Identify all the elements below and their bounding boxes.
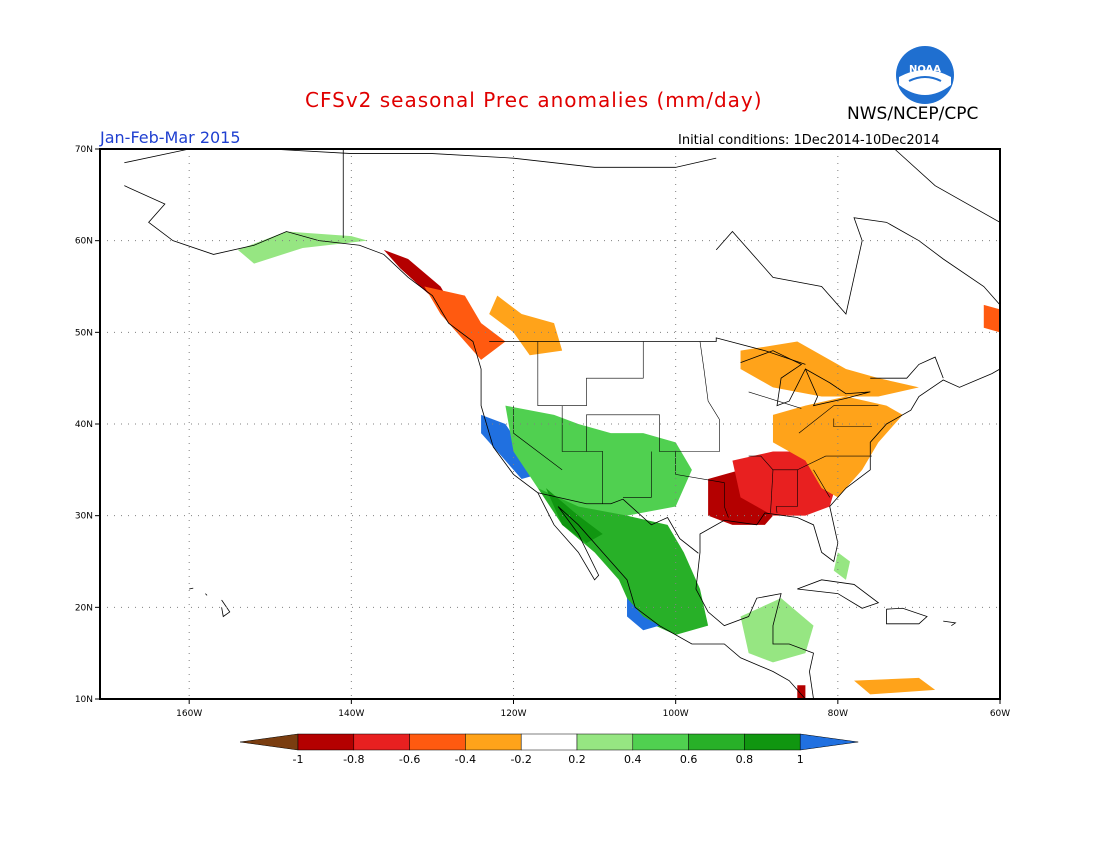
- colorbar-label: 0.4: [624, 753, 642, 766]
- lat-label: 30N: [75, 512, 93, 522]
- coastline-11: [943, 620, 957, 626]
- coastline-4: [740, 350, 871, 407]
- colorbar: -1 -0.8 -0.6 -0.4 -0.2 0.2 0.4 0.6 0.8 1: [239, 733, 859, 766]
- org-label: NWS/NCEP/CPC: [847, 104, 979, 124]
- lon-label: 160W: [176, 709, 202, 719]
- colorbar-label: -0.2: [510, 753, 531, 766]
- colorbar-label: 0.2: [568, 753, 586, 766]
- anomaly-shading: [237, 231, 1000, 699]
- coastline-0: [124, 185, 806, 700]
- state-border-12: [833, 418, 872, 428]
- lat-label: 20N: [75, 603, 93, 613]
- coastline-1: [695, 368, 1001, 700]
- lon-label: 140W: [338, 709, 364, 719]
- chart-title: CFSv2 seasonal Prec anomalies (mm/day): [305, 88, 763, 112]
- colorbar-label: 1: [797, 753, 804, 766]
- lat-label: 70N: [75, 145, 93, 155]
- lat-lon-grid: [100, 149, 1000, 699]
- state-border-8: [775, 469, 798, 513]
- anomaly-pnw-dry: [489, 295, 563, 356]
- anomaly-mexico-pacific-wet: [627, 598, 660, 631]
- colorbar-segment: [353, 733, 410, 751]
- colorbar-min-arrow: [239, 733, 299, 751]
- state-border-7: [770, 469, 774, 513]
- colorbar-label: 0.6: [680, 753, 698, 766]
- coastline-9: [797, 579, 880, 609]
- state-border-6: [748, 455, 872, 471]
- anomaly-sonora-wet: [545, 488, 603, 544]
- anomaly-bc-dry: [424, 286, 506, 360]
- coastline-14: [221, 599, 231, 618]
- axis-ticks: 70N 60N 50N 40N 30N 20N 10N 160W 140W 120W 100W 80W…: [75, 145, 1010, 719]
- colorbar-segment: [465, 733, 522, 751]
- colorbar-label: -0.6: [399, 753, 420, 766]
- state-border-10: [798, 405, 879, 434]
- coastline-13: [205, 593, 208, 596]
- anomaly-labrador-dry: [983, 304, 1000, 333]
- coastline-12: [189, 587, 194, 590]
- anomaly-east-coast-dry: [772, 396, 903, 498]
- anomaly-alaska-wet: [237, 231, 368, 264]
- state-border-9: [813, 469, 830, 498]
- colorbar-max-arrow: [799, 733, 859, 751]
- colorbar-label: -0.8: [343, 753, 364, 766]
- lon-label: 60W: [990, 709, 1010, 719]
- colorbar-segment: [297, 733, 355, 751]
- state-border-4: [622, 451, 652, 498]
- anomaly-south-america-dry: [854, 677, 936, 695]
- coastline-3: [124, 148, 717, 168]
- anomaly-caribbean-wet: [833, 552, 850, 580]
- lat-label: 40N: [75, 420, 93, 430]
- lat-label: 10N: [75, 695, 93, 705]
- state-border-2: [561, 405, 604, 504]
- state-border-5: [675, 451, 729, 518]
- colorbar-segment: [409, 733, 466, 751]
- colorbar-label: -1: [293, 753, 304, 766]
- coastline-6: [870, 356, 944, 379]
- state-border-1: [513, 405, 563, 471]
- lat-label: 60N: [75, 237, 93, 247]
- lon-label: 100W: [663, 709, 689, 719]
- colorbar-segment: [576, 733, 634, 751]
- anomaly-great-lakes-dry: [740, 341, 919, 397]
- colorbar-segment: [688, 733, 745, 751]
- coastline-5: [489, 337, 806, 365]
- colorbar-label: -0.4: [455, 753, 476, 766]
- state-border-11: [748, 391, 802, 409]
- lat-label: 50N: [75, 328, 93, 338]
- colorbar-segment: [744, 733, 801, 751]
- anomaly-southwest-wet: [505, 405, 692, 516]
- noaa-logo-icon: NOAA: [896, 46, 954, 104]
- coastline-10: [886, 607, 928, 625]
- lon-label: 80W: [828, 709, 848, 719]
- colorbar-segment: [520, 733, 578, 751]
- logo-text: NOAA: [909, 64, 941, 75]
- lon-label: 120W: [500, 709, 526, 719]
- coastline-7: [537, 492, 699, 554]
- coastlines: [124, 148, 1001, 700]
- state-border-0: [537, 341, 644, 406]
- anomaly-costa-rica-dry: [797, 685, 806, 699]
- season-label: Jan-Feb-Mar 2015: [100, 128, 241, 147]
- coastline-15: [894, 148, 1001, 224]
- colorbar-segment: [632, 733, 689, 751]
- state-border-3: [586, 341, 720, 452]
- initial-conditions: Initial conditions: 1Dec2014-10Dec2014: [678, 133, 940, 148]
- colorbar-label: 0.8: [736, 753, 754, 766]
- coastline-2: [715, 217, 1001, 315]
